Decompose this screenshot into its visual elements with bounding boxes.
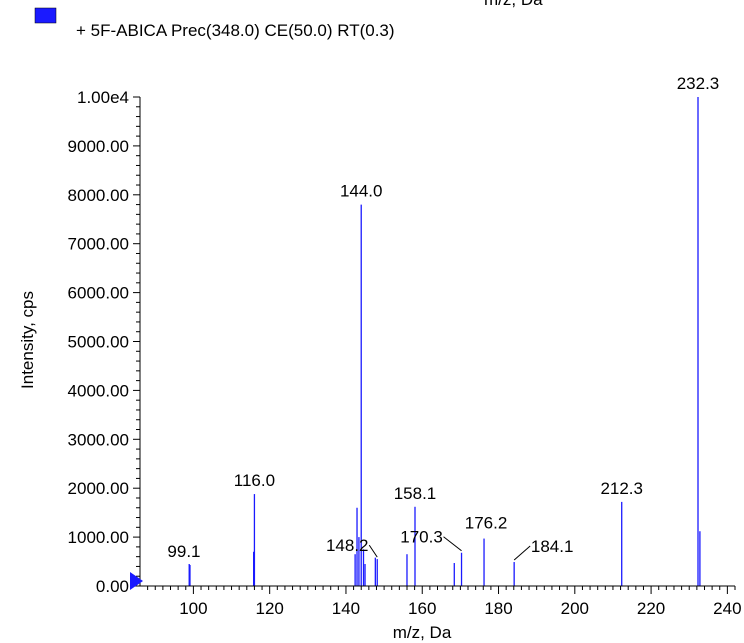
top-partial-label: m/z, Da	[484, 0, 543, 9]
x-tick-label: 120	[255, 599, 283, 618]
x-tick-label: 220	[637, 599, 665, 618]
y-tick-label: 4000.00	[68, 381, 129, 400]
y-tick-label: 6000.00	[68, 284, 129, 303]
legend: + 5F-ABICA Prec(348.0) CE(50.0) RT(0.3)	[34, 7, 395, 40]
y-tick-label: 9000.00	[68, 137, 129, 156]
baseline-marker-icon	[130, 572, 143, 590]
y-axis-label: Intensity, cps	[18, 291, 37, 389]
x-tick-label: 100	[179, 599, 207, 618]
y-tick-label: 1.00e4	[77, 88, 129, 107]
peak-label-leader	[443, 536, 462, 552]
x-tick-label: 200	[561, 599, 589, 618]
y-tick-label: 8000.00	[68, 186, 129, 205]
y-tick-label: 1000.00	[68, 528, 129, 547]
peaks	[188, 97, 701, 586]
x-tick-label: 240	[713, 599, 741, 618]
x-axis: 100 120 140 160 180 200 220 240	[147, 586, 742, 618]
peak-label: 144.0	[340, 182, 383, 201]
peak-label: 148.2	[326, 536, 369, 555]
legend-swatch	[34, 7, 57, 24]
peak-label: 116.0	[234, 471, 275, 490]
peak-label: 170.3	[400, 528, 443, 547]
x-tick-label: 140	[332, 599, 360, 618]
legend-label: + 5F-ABICA Prec(348.0) CE(50.0) RT(0.3)	[76, 21, 395, 40]
peak-label-leader	[368, 544, 378, 558]
peak-label: 232.3	[677, 74, 720, 93]
y-tick-label: 7000.00	[68, 235, 129, 254]
peak-label: 158.1	[394, 484, 437, 503]
y-axis: 0.00 1000.00 2000.00 3000.00 4000.00 5000.00 6…	[68, 88, 140, 596]
y-tick-label: 2000.00	[68, 479, 129, 498]
peak-label: 99.1	[167, 542, 200, 561]
x-tick-label: 160	[408, 599, 436, 618]
y-tick-label: 0.00	[96, 577, 129, 596]
peak-label: 212.3	[600, 479, 643, 498]
x-tick-label: 180	[484, 599, 512, 618]
peak-label: 184.1	[531, 537, 574, 556]
y-tick-label: 5000.00	[68, 333, 129, 352]
peak-label-leader	[513, 545, 531, 561]
peak-annotations: 99.1 116.0 144.0 148.2 158.1 170.3 176.2 184.1 2…	[167, 74, 719, 561]
x-axis-label: m/z, Da	[393, 623, 452, 642]
peak-label: 176.2	[465, 514, 508, 533]
y-tick-label: 3000.00	[68, 430, 129, 449]
